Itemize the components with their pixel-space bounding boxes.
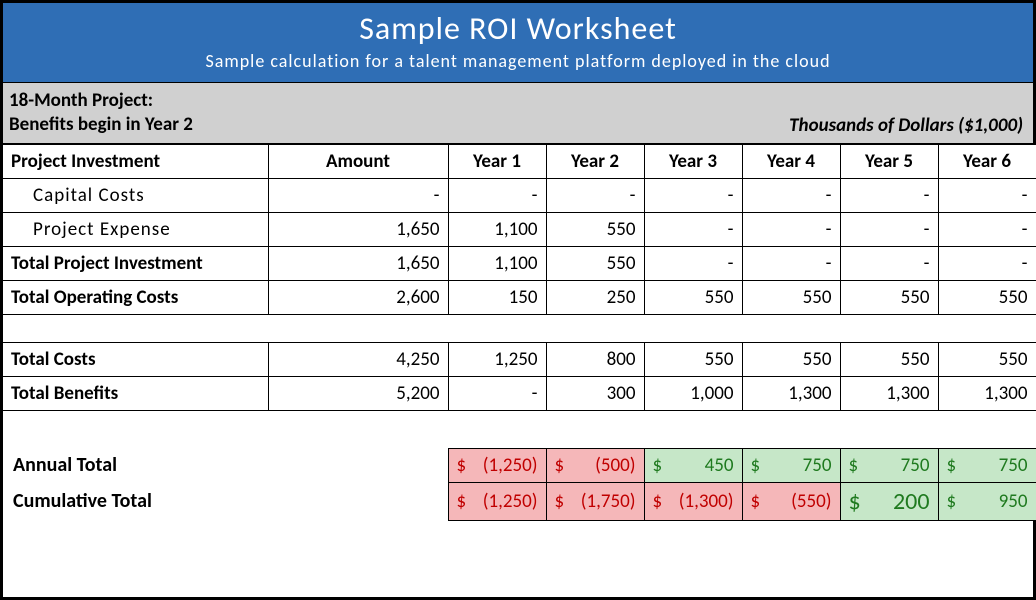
cell-y4: - [742,246,840,280]
cell-label: Total Project Investment [3,246,268,280]
cell-y5: - [840,246,938,280]
cell-y4: 1,300 [742,376,840,410]
spacer-row [3,410,1036,448]
cumulative-y3: $(1,300) [644,482,742,520]
subheader-line1: 18-Month Project: [9,89,193,113]
cumulative-y1: $(1,250) [448,482,546,520]
col-y4: Year 4 [742,144,840,178]
cell-y1: 1,100 [448,246,546,280]
cell-y2: 250 [546,280,644,314]
cell-amount: 4,250 [268,342,448,376]
cell-y2: 550 [546,246,644,280]
subheader-left: 18-Month Project: Benefits begin in Year… [9,89,193,137]
cell-y5: - [840,212,938,246]
cumulative-total-label: Cumulative Total [3,482,448,520]
cell-label: Capital Costs [3,178,268,212]
column-headers: Project Investment Amount Year 1 Year 2 … [3,144,1036,178]
worksheet-title: Sample ROI Worksheet [3,9,1033,48]
cell-y3: - [644,246,742,280]
cell-y1: 150 [448,280,546,314]
cell-y5: 550 [840,280,938,314]
annual-y1: $(1,250) [448,448,546,482]
col-amount: Amount [268,144,448,178]
cell-y2: - [546,178,644,212]
cumulative-y5: $200 [840,482,938,520]
cell-amount: 5,200 [268,376,448,410]
cell-y2: 550 [546,212,644,246]
cell-y6: 550 [938,280,1036,314]
cell-label: Total Operating Costs [3,280,268,314]
col-y2: Year 2 [546,144,644,178]
annual-total-label: Annual Total [3,448,448,482]
cumulative-y4: $(550) [742,482,840,520]
cell-y4: 550 [742,280,840,314]
row-operating-costs: Total Operating Costs 2,600 150 250 550 … [3,280,1036,314]
spacer-row [3,314,1036,342]
cell-y2: 800 [546,342,644,376]
cumulative-y2: $(1,750) [546,482,644,520]
cell-y3: 550 [644,342,742,376]
cell-y5: - [840,178,938,212]
annual-y5: $750 [840,448,938,482]
col-y3: Year 3 [644,144,742,178]
row-expense: Project Expense 1,650 1,100 550 - - - - [3,212,1036,246]
cell-amount: 1,650 [268,212,448,246]
cell-y3: - [644,212,742,246]
cell-y4: - [742,212,840,246]
cell-y3: 550 [644,280,742,314]
cell-amount: 1,650 [268,246,448,280]
annual-y4: $750 [742,448,840,482]
row-capital: Capital Costs - - - - - - - [3,178,1036,212]
col-y1: Year 1 [448,144,546,178]
cell-label: Total Benefits [3,376,268,410]
cell-y3: - [644,178,742,212]
cell-y6: 550 [938,342,1036,376]
cell-y5: 1,300 [840,376,938,410]
row-total-investment: Total Project Investment 1,650 1,100 550… [3,246,1036,280]
annual-y2: $(500) [546,448,644,482]
cell-amount: 2,600 [268,280,448,314]
col-label: Project Investment [3,144,268,178]
row-total-costs: Total Costs 4,250 1,250 800 550 550 550 … [3,342,1036,376]
col-y5: Year 5 [840,144,938,178]
cell-amount: - [268,178,448,212]
annual-y6: $750 [938,448,1036,482]
worksheet-header: Sample ROI Worksheet Sample calculation … [3,3,1033,82]
cell-y6: 1,300 [938,376,1036,410]
cell-y6: - [938,246,1036,280]
cell-y1: - [448,376,546,410]
annual-y3: $450 [644,448,742,482]
cell-y5: 550 [840,342,938,376]
cell-y4: - [742,178,840,212]
subheader-right: Thousands of Dollars ($1,000) [789,114,1023,137]
row-annual-total: Annual Total $(1,250) $(500) $450 $750 $… [3,448,1036,482]
cell-y4: 550 [742,342,840,376]
row-cumulative-total: Cumulative Total $(1,250) $(1,750) $(1,3… [3,482,1036,520]
cell-y1: 1,250 [448,342,546,376]
subheader-line2: Benefits begin in Year 2 [9,113,193,137]
cell-y1: - [448,178,546,212]
cell-y6: - [938,178,1036,212]
cell-label: Total Costs [3,342,268,376]
roi-table: Project Investment Amount Year 1 Year 2 … [3,144,1036,521]
cumulative-y6: $950 [938,482,1036,520]
row-total-benefits: Total Benefits 5,200 - 300 1,000 1,300 1… [3,376,1036,410]
cell-y3: 1,000 [644,376,742,410]
cell-label: Project Expense [3,212,268,246]
roi-worksheet: Sample ROI Worksheet Sample calculation … [0,0,1036,600]
subheader-bar: 18-Month Project: Benefits begin in Year… [3,82,1033,144]
cell-y1: 1,100 [448,212,546,246]
col-y6: Year 6 [938,144,1036,178]
worksheet-subtitle: Sample calculation for a talent manageme… [3,50,1033,72]
cell-y2: 300 [546,376,644,410]
cell-y6: - [938,212,1036,246]
